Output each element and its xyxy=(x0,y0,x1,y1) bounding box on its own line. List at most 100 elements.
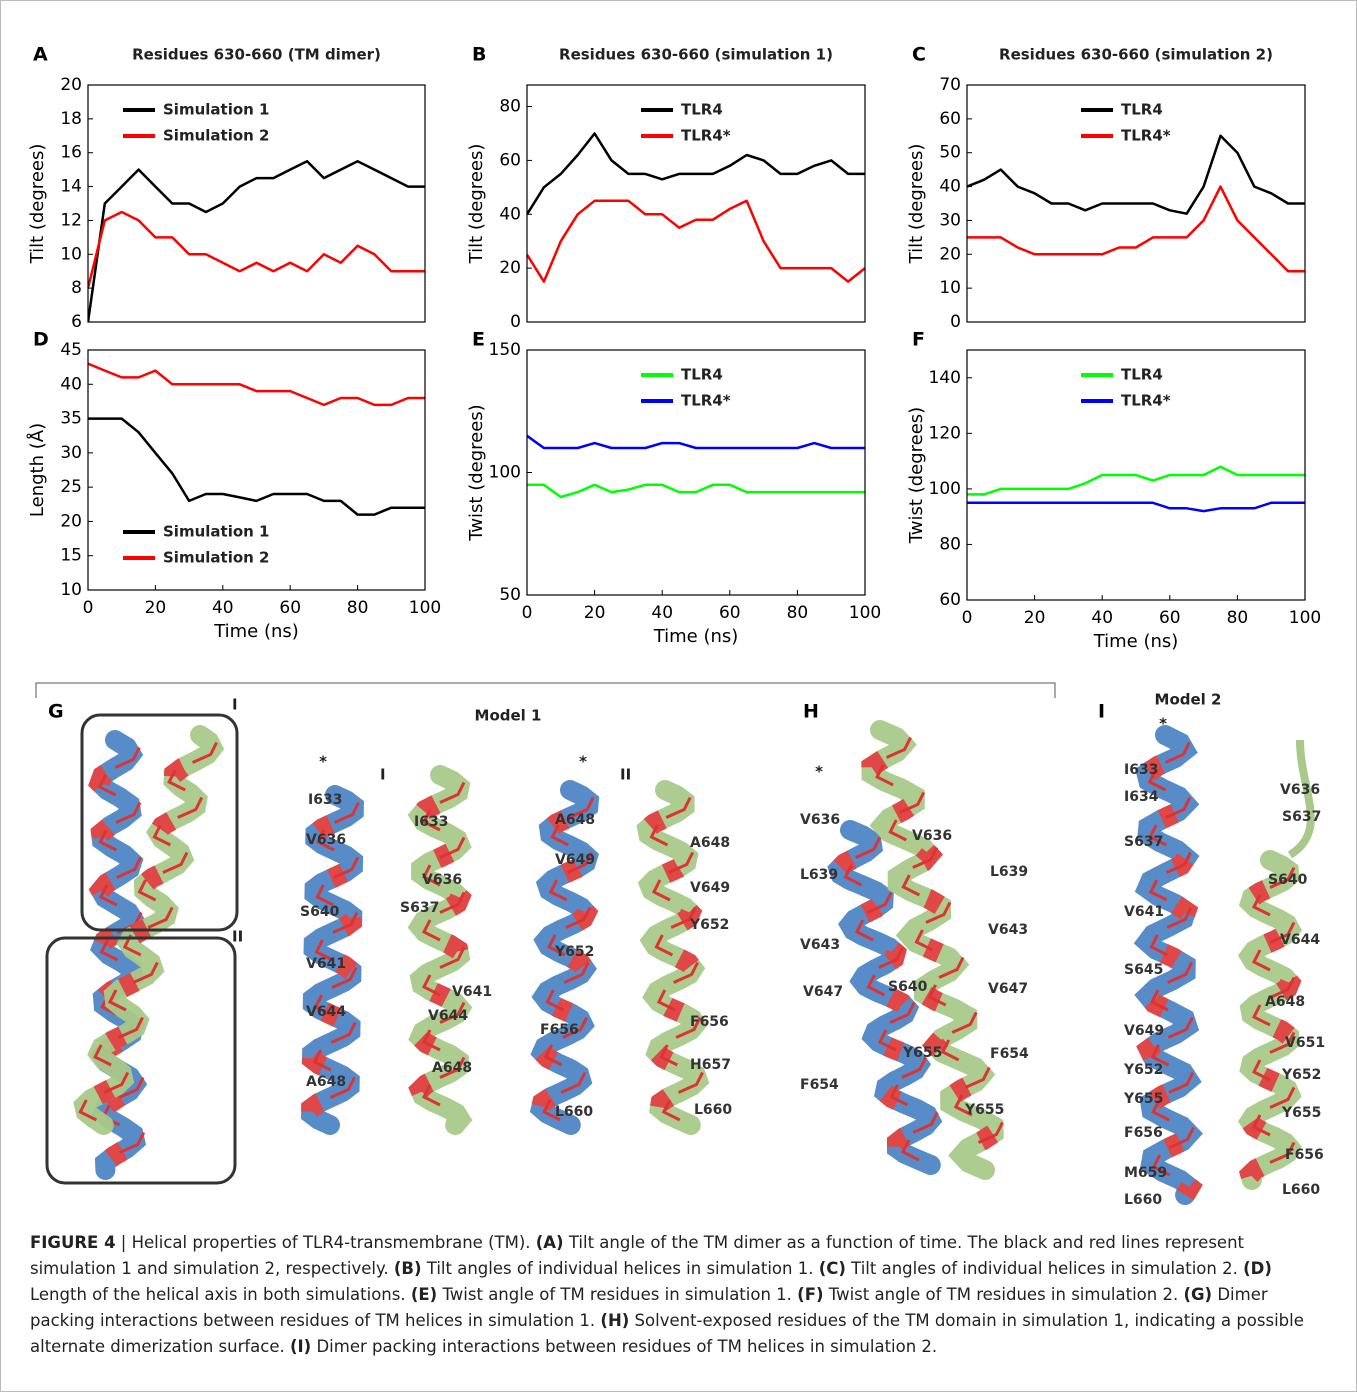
side-chain xyxy=(439,781,466,804)
x-axis-label: Time (ns) xyxy=(1093,631,1179,652)
side-chain xyxy=(866,974,886,997)
x-tick-label: 80 xyxy=(347,598,369,618)
helix-shade xyxy=(88,731,148,1171)
box-label: II xyxy=(232,928,243,946)
residue-label: F654 xyxy=(800,1077,839,1093)
side-chain xyxy=(114,746,141,769)
residue-label: Y655 xyxy=(902,1045,942,1061)
series-line xyxy=(88,362,425,407)
region-box xyxy=(45,936,237,1185)
side-chain xyxy=(885,736,912,759)
y-tick-label: 100 xyxy=(929,479,961,499)
x-tick-label: 40 xyxy=(651,603,673,623)
residue-label: Y655 xyxy=(964,1102,1004,1118)
y-tick-label: 0 xyxy=(950,312,961,332)
side-chain xyxy=(1150,1044,1170,1067)
residue-label: V636 xyxy=(306,832,346,848)
side-chain xyxy=(889,1001,916,1024)
side-chain xyxy=(1165,851,1192,874)
side-chain xyxy=(855,836,882,859)
residue-label: A648 xyxy=(690,835,730,851)
side-chain xyxy=(439,1056,466,1079)
series-line xyxy=(527,132,865,215)
legend-label: TLR4* xyxy=(681,127,731,145)
series-line xyxy=(88,210,425,289)
residue-label: V649 xyxy=(690,880,730,896)
side-chain xyxy=(953,1094,973,1117)
residue-label: F656 xyxy=(690,1014,729,1030)
series-line xyxy=(967,465,1305,496)
model-title: Model 1 xyxy=(475,707,542,725)
y-tick-label: 80 xyxy=(499,97,521,117)
side-chain xyxy=(332,911,359,934)
side-chain xyxy=(925,901,952,924)
caption-label: (F) xyxy=(797,1285,824,1304)
side-chain xyxy=(912,846,939,869)
side-chain xyxy=(1269,1141,1296,1164)
side-chain xyxy=(107,989,127,1012)
residue-label: F656 xyxy=(1285,1147,1324,1163)
plot-frame xyxy=(526,349,866,596)
residue-label: F654 xyxy=(990,1046,1029,1062)
side-chain xyxy=(439,1001,466,1024)
x-tick-label: 100 xyxy=(1289,608,1321,628)
side-chain xyxy=(147,906,174,929)
side-chain xyxy=(439,946,466,969)
residue-label: L660 xyxy=(1124,1192,1162,1208)
bracket xyxy=(35,682,1056,698)
caption-text: Length of the helical axis in both simul… xyxy=(30,1285,411,1304)
y-tick-label: 14 xyxy=(60,177,82,197)
residue-label: V636 xyxy=(912,828,952,844)
caption-label: (H) xyxy=(600,1311,630,1330)
side-chain xyxy=(118,1076,145,1099)
residue-label: S637 xyxy=(400,900,439,916)
x-tick-label: 40 xyxy=(212,598,234,618)
side-chain xyxy=(331,966,358,989)
residue-label: L639 xyxy=(800,867,838,883)
caption-text: Twist angle of TM residues in simulation… xyxy=(437,1285,798,1304)
residue-label: Y652 xyxy=(689,917,729,933)
y-tick-label: 60 xyxy=(939,109,961,129)
side-chain xyxy=(97,774,117,797)
y-tick-label: 20 xyxy=(939,244,961,264)
legend-label: TLR4 xyxy=(1121,101,1163,119)
helix-ribbon xyxy=(529,780,600,1135)
side-chain xyxy=(550,824,570,847)
caption-text: Solvent-exposed residues of the TM domai… xyxy=(30,1311,1304,1356)
y-axis-label: Tilt (degrees) xyxy=(906,144,927,265)
side-chain xyxy=(665,796,692,819)
x-tick-label: 40 xyxy=(1091,608,1113,628)
side-chain xyxy=(315,884,335,907)
y-tick-label: 10 xyxy=(60,580,82,600)
residue-label: V651 xyxy=(1285,1035,1325,1051)
side-chain xyxy=(191,741,218,764)
caption-text: Dimer packing interactions between resid… xyxy=(311,1337,938,1356)
side-chain xyxy=(1151,1154,1171,1177)
legend-label: TLR4* xyxy=(1121,127,1171,145)
residue-label: V647 xyxy=(988,981,1028,997)
plot-frame xyxy=(966,84,1306,323)
side-chain xyxy=(1269,866,1296,889)
side-chain xyxy=(333,801,360,824)
marker: * xyxy=(319,753,327,771)
chart-title: Residues 630-660 (simulation 1) xyxy=(559,46,833,64)
side-chain xyxy=(115,801,142,824)
legend-label: TLR4 xyxy=(681,101,723,119)
y-tick-label: 30 xyxy=(60,443,82,463)
helix-tail xyxy=(1287,739,1315,859)
side-chain xyxy=(93,1044,112,1067)
side-chain xyxy=(568,796,595,819)
y-tick-label: 10 xyxy=(939,278,961,298)
side-chain xyxy=(1269,921,1296,944)
side-chain xyxy=(899,791,926,814)
x-tick-label: 60 xyxy=(279,598,301,618)
side-chain xyxy=(977,1121,1004,1144)
y-tick-label: 18 xyxy=(60,109,82,129)
side-chain xyxy=(675,1016,702,1039)
side-chain xyxy=(421,1084,441,1107)
panel-letter: D xyxy=(33,329,49,351)
residue-label: I633 xyxy=(308,792,342,808)
legend-label: TLR4* xyxy=(1121,392,1171,410)
side-chain xyxy=(661,1099,681,1122)
side-chain xyxy=(854,919,874,942)
